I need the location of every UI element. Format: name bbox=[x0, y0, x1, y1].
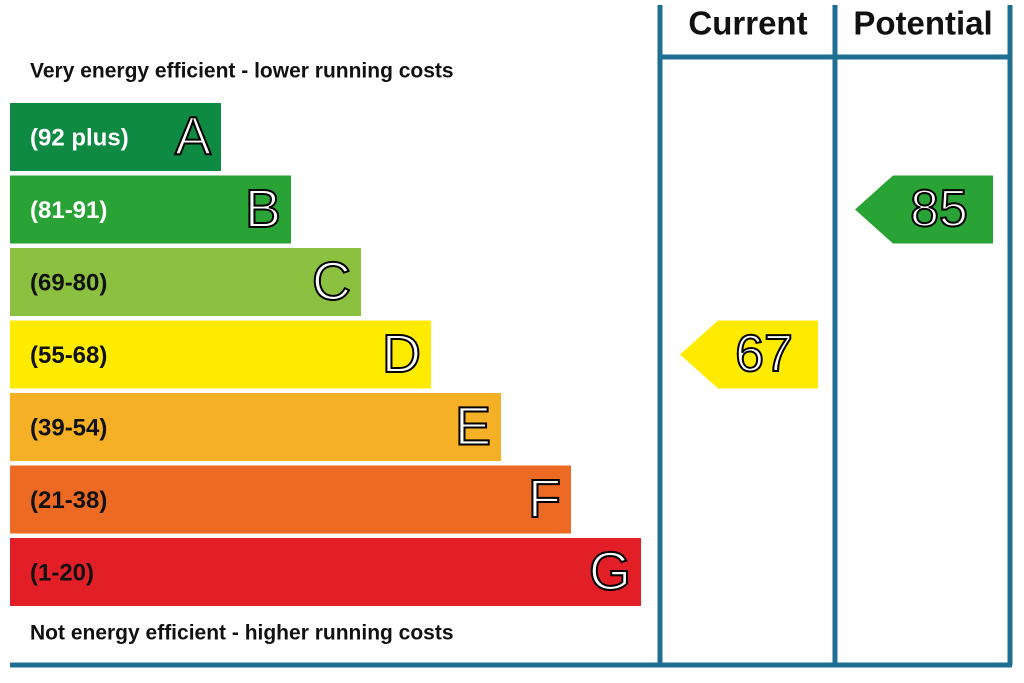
band-letter: D bbox=[382, 324, 421, 384]
band-letter: E bbox=[455, 396, 491, 456]
band-bar bbox=[10, 465, 571, 534]
potential-header: Potential bbox=[853, 5, 992, 42]
band-bar bbox=[10, 538, 641, 606]
band-bar bbox=[10, 393, 501, 461]
potential-arrow bbox=[855, 175, 993, 244]
band-bar bbox=[10, 248, 361, 316]
band-letter: C bbox=[312, 251, 351, 311]
band-range: (21-38) bbox=[30, 487, 107, 514]
potential-score: 85 bbox=[910, 180, 968, 238]
top-note: Very energy efficient - lower running co… bbox=[30, 60, 454, 83]
current-score: 67 bbox=[735, 325, 793, 383]
band-range: (92 plus) bbox=[30, 124, 129, 151]
band-letter: F bbox=[528, 469, 561, 529]
band-range: (39-54) bbox=[30, 414, 107, 441]
bottom-note: Not energy efficient - higher running co… bbox=[30, 622, 454, 645]
band-bar bbox=[10, 320, 431, 389]
current-header: Current bbox=[688, 5, 807, 42]
current-arrow bbox=[680, 320, 818, 389]
band-range: (1-20) bbox=[30, 559, 94, 586]
band-letter: B bbox=[245, 179, 281, 239]
band-range: (81-91) bbox=[30, 197, 107, 224]
band-range: (69-80) bbox=[30, 269, 107, 296]
band-bar bbox=[10, 103, 221, 171]
band-letter: G bbox=[589, 541, 631, 601]
band-letter: A bbox=[175, 106, 211, 166]
band-bar bbox=[10, 175, 291, 244]
band-range: (55-68) bbox=[30, 342, 107, 369]
